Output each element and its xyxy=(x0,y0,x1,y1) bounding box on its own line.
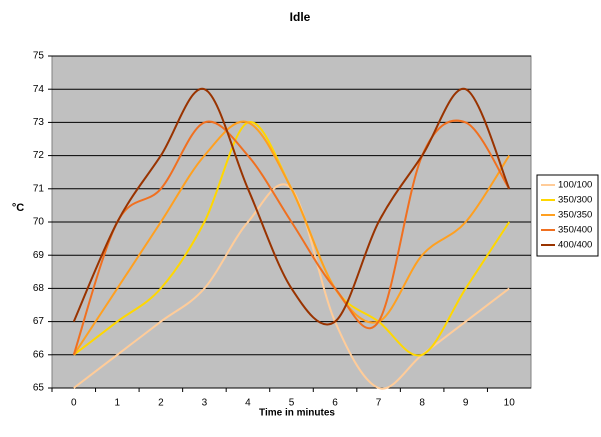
y-axis-label: °C xyxy=(12,202,24,214)
x-tick-label: 7 xyxy=(376,398,382,409)
legend-label: 350/350 xyxy=(558,210,592,221)
y-tick-label: 75 xyxy=(33,51,45,62)
series-line xyxy=(72,120,511,356)
x-tick-label: 1 xyxy=(115,398,121,409)
y-tick-label: 69 xyxy=(33,250,45,261)
legend-label: 400/400 xyxy=(558,240,592,251)
x-axis-label: Time in minutes xyxy=(259,408,335,419)
y-tick-label: 65 xyxy=(33,383,45,394)
x-tick-label: 5 xyxy=(289,398,295,409)
x-tick-label: 8 xyxy=(419,398,425,409)
x-tick-label: 0 xyxy=(71,398,77,409)
legend-label: 350/400 xyxy=(558,225,592,236)
y-tick-label: 66 xyxy=(33,349,45,360)
x-tick-label: 6 xyxy=(332,398,338,409)
y-tick-label: 67 xyxy=(33,316,45,327)
series-line xyxy=(72,88,511,326)
x-tick-label: 10 xyxy=(504,398,516,409)
y-tick-label: 71 xyxy=(33,183,45,194)
x-tick-label: 4 xyxy=(245,398,251,409)
x-tick-label: 9 xyxy=(463,398,469,409)
legend-label: 100/100 xyxy=(558,180,592,191)
x-tick-label: 3 xyxy=(202,398,208,409)
y-tick-label: 68 xyxy=(33,283,45,294)
legend-label: 350/300 xyxy=(558,195,592,206)
y-tick-label: 73 xyxy=(33,117,45,128)
y-tick-label: 72 xyxy=(33,150,45,161)
y-tick-label: 70 xyxy=(33,217,45,228)
chart-title: Idle xyxy=(290,10,311,24)
y-tick-label: 74 xyxy=(33,84,45,95)
x-tick-label: 2 xyxy=(158,398,164,409)
